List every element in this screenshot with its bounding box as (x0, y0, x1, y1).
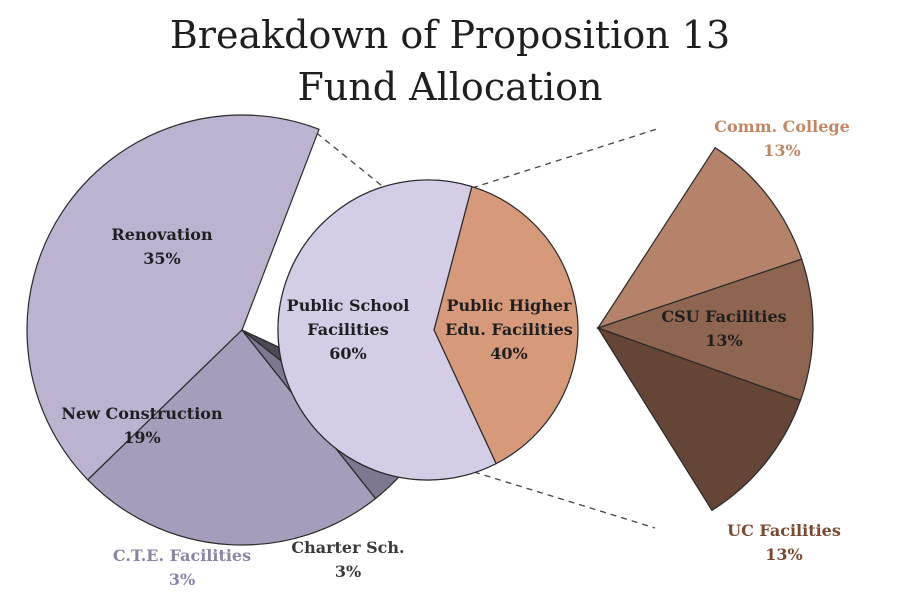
data-label-csu-facilities: CSU Facilities 13% (661, 307, 786, 350)
data-label-uc-facilities: UC Facilities 13% (727, 521, 841, 564)
data-label-public-school-facilities: Public School Facilities 60% (287, 296, 410, 363)
data-label-comm-college: Comm. College 13% (714, 117, 850, 160)
connector-line-right-top (471, 127, 661, 189)
data-label-c-t-e-facilities: C.T.E. Facilities 3% (113, 546, 251, 589)
slice-public-higher-edu-facilities (433, 185, 579, 465)
pie-slices (26, 114, 814, 546)
data-label-charter-sch: Charter Sch. 3% (291, 538, 404, 581)
chart-title-line1: Breakdown of Proposition 13 (170, 13, 730, 57)
pie-labels: Renovation 35% New Construction 19% C.T.E. F… (61, 117, 849, 589)
slice-new-construction (86, 329, 377, 546)
data-label-public-higher-edu-facilities: Public Higher Edu. Facilities 40% (445, 296, 573, 363)
data-label-renovation: Renovation 35% (111, 225, 213, 268)
connector-line-left-top (307, 125, 393, 195)
data-label-new-construction: New Construction 19% (61, 404, 223, 447)
slice-public-school-facilities-outline (277, 179, 497, 481)
connector-line-right-bottom (473, 471, 656, 529)
slice-uc-facilities (596, 326, 802, 512)
slice-csu-facilities (596, 258, 814, 402)
slice-comm-college (596, 146, 803, 330)
chart-title-line2: Fund Allocation (297, 65, 602, 109)
slice-renovation (26, 114, 320, 481)
